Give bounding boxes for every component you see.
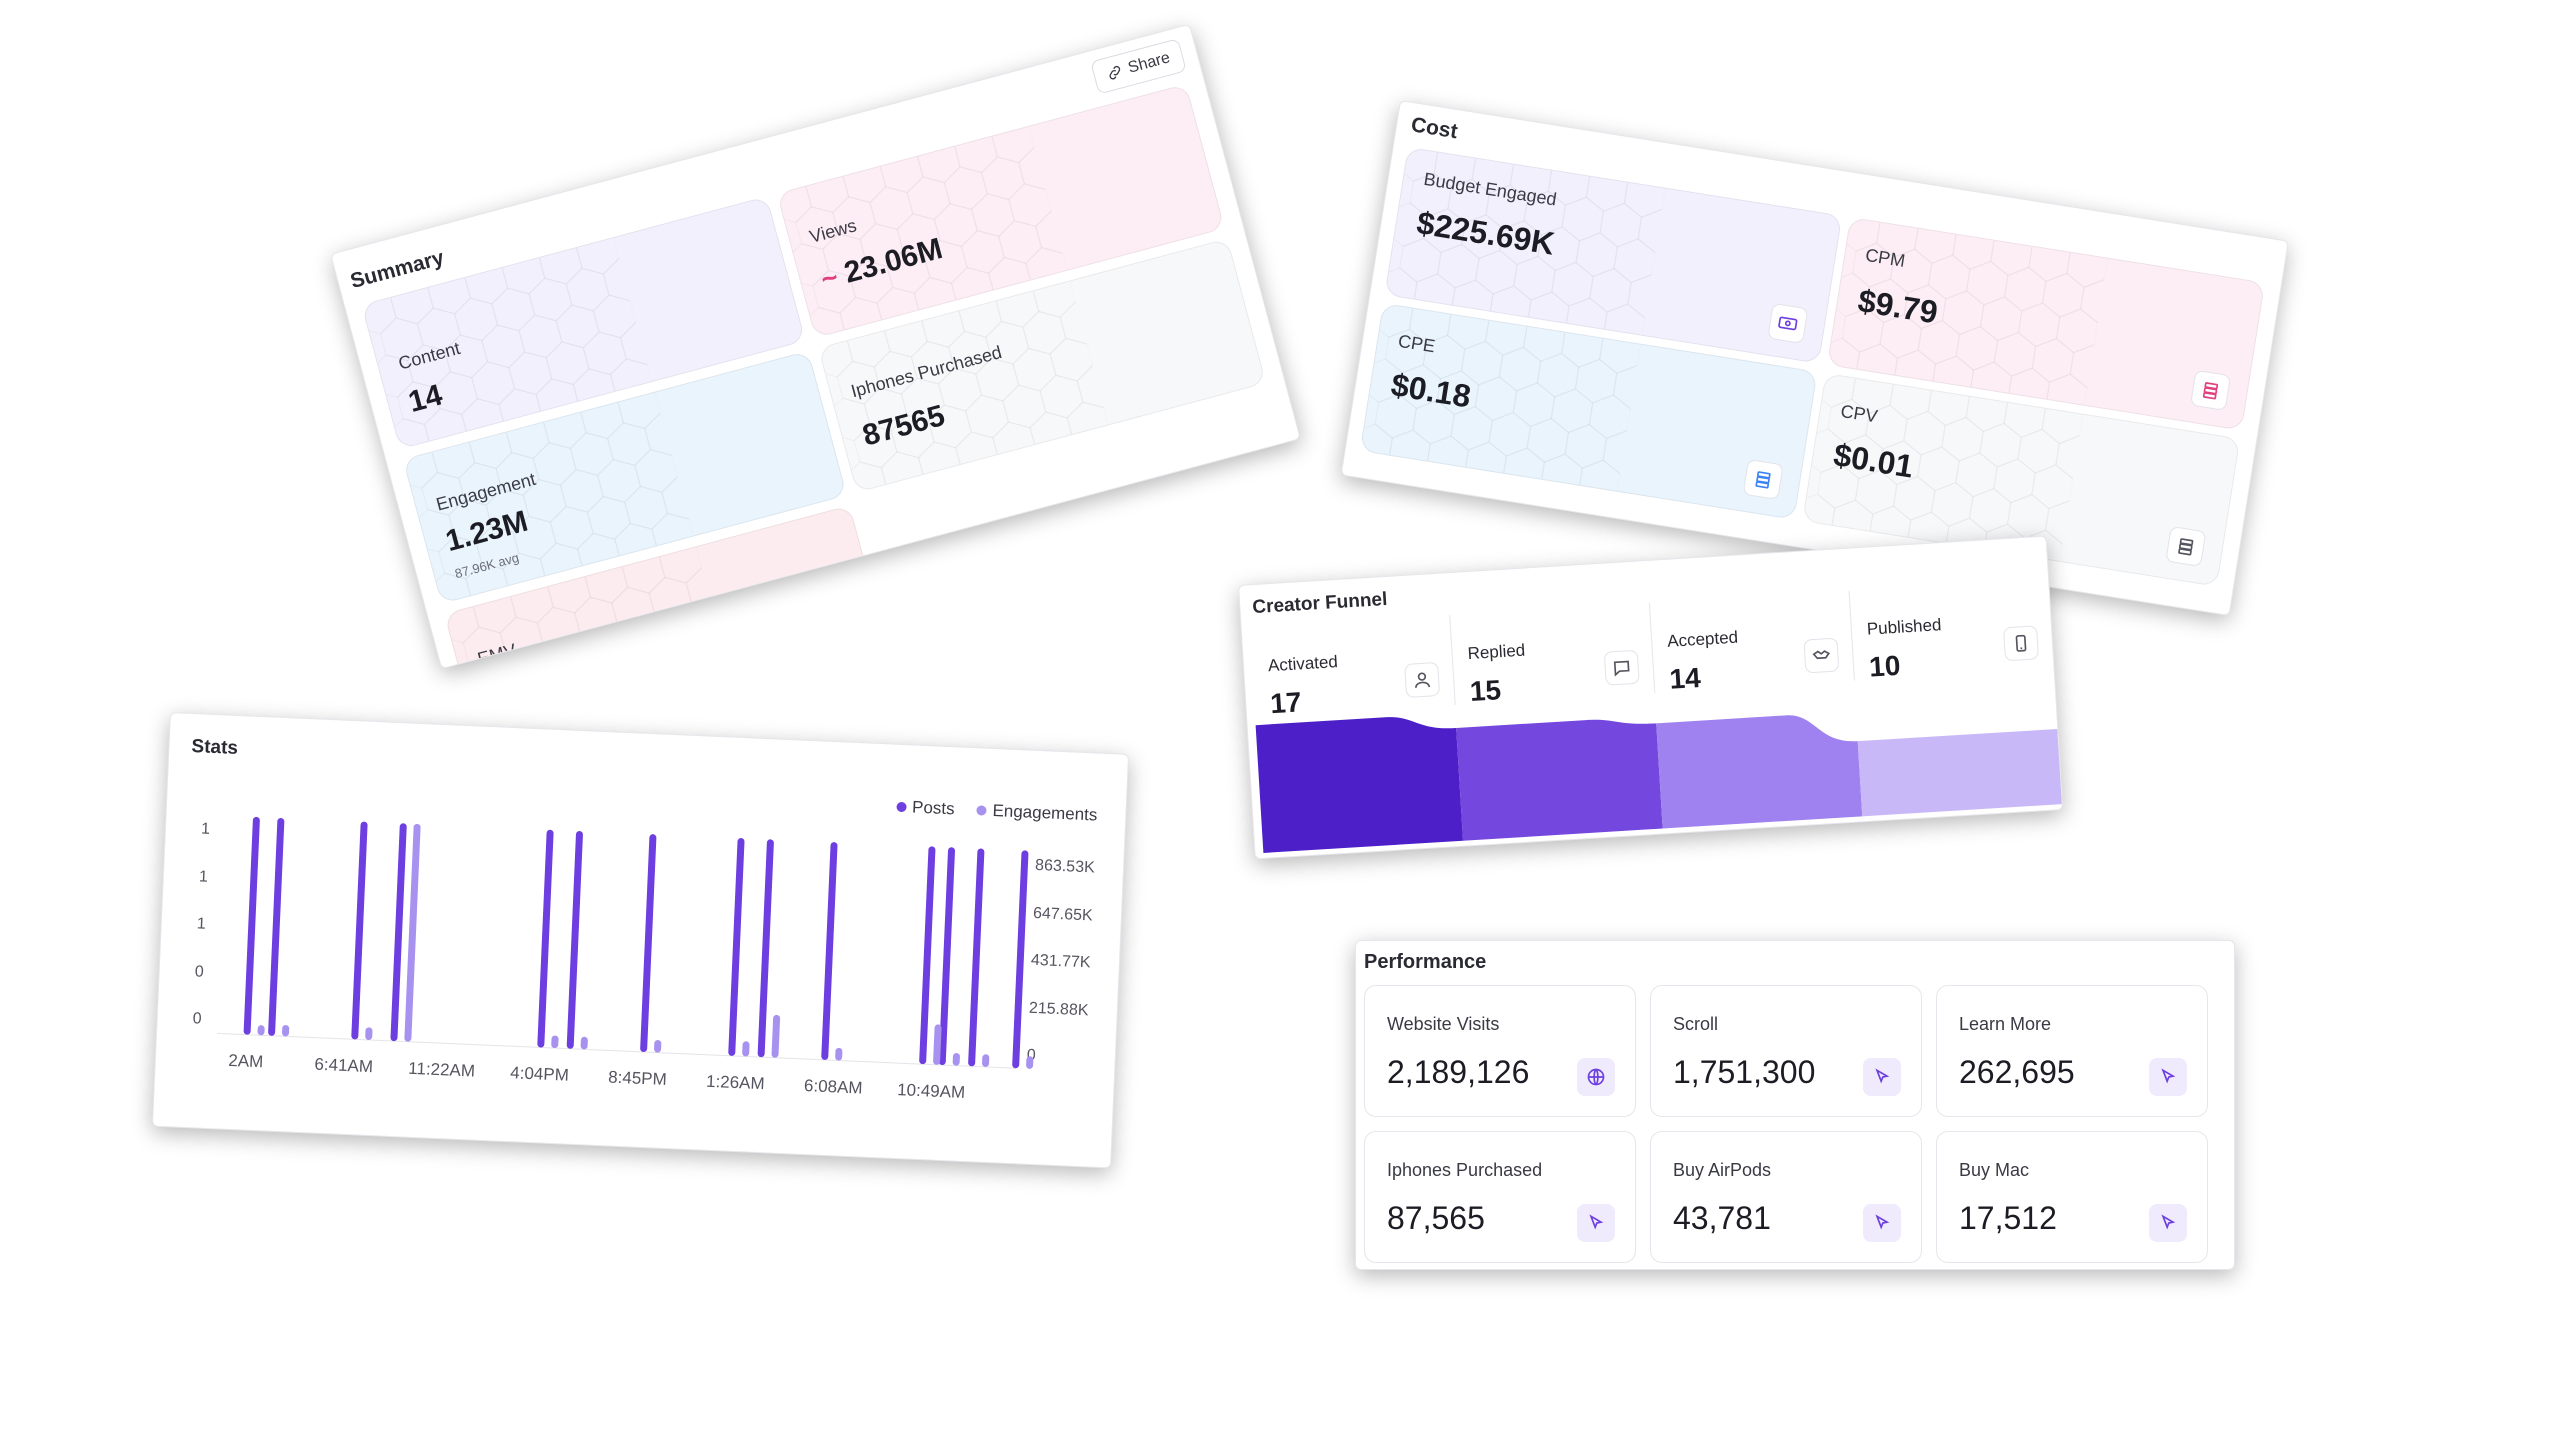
banknote-icon: [1767, 302, 1809, 345]
performance-card-scroll: Scroll 1,751,300: [1650, 985, 1922, 1117]
performance-card-value: 262,695: [1959, 1054, 2075, 1090]
funnel-stage-label: Accepted: [1666, 627, 1739, 651]
funnel-chart: [1255, 715, 2062, 853]
performance-title: Performance: [1364, 951, 1487, 973]
stacked-coins-icon: [2165, 525, 2207, 568]
cost-title: Cost: [1409, 113, 1460, 144]
performance-card-label: Scroll: [1673, 1014, 1719, 1034]
engagements-bar[interactable]: [742, 1041, 750, 1057]
posts-bar[interactable]: [1012, 850, 1029, 1069]
posts-bar[interactable]: [938, 847, 956, 1066]
funnel-stage-value: 17: [1269, 686, 1303, 720]
user-icon: [1404, 661, 1441, 698]
posts-bar[interactable]: [968, 848, 985, 1067]
cursor-icon[interactable]: [1863, 1204, 1901, 1242]
posts-bar[interactable]: [390, 823, 407, 1042]
funnel-stage-value: 14: [1668, 661, 1702, 695]
engagements-bar[interactable]: [835, 1047, 843, 1061]
share-label: Share: [1126, 49, 1172, 77]
performance-card-value: 2,189,126: [1387, 1054, 1530, 1090]
posts-bar[interactable]: [821, 842, 838, 1060]
funnel-area-accepted: [1656, 715, 1863, 829]
link-icon: [1109, 65, 1121, 80]
performance-card-website-visits: Website Visits 2,189,126: [1364, 985, 1636, 1117]
performance-card-label: Iphones Purchased: [1387, 1160, 1543, 1180]
funnel-stage-label: Replied: [1467, 640, 1526, 664]
funnel-area-activated: [1255, 717, 1464, 853]
posts-bar[interactable]: [919, 846, 936, 1065]
performance-card-value: 87,565: [1387, 1200, 1485, 1236]
funnel-stage-value: 15: [1468, 674, 1502, 708]
posts-bar[interactable]: [351, 821, 368, 1040]
posts-bar[interactable]: [640, 834, 657, 1052]
funnel-stage-published: Published 10: [1848, 579, 2062, 821]
engagements-bar[interactable]: [771, 1014, 781, 1058]
engagements-bar[interactable]: [982, 1054, 990, 1067]
posts-bar[interactable]: [268, 817, 285, 1036]
performance-card-iphones-purchased: Iphones Purchased 87,565: [1364, 1131, 1636, 1263]
performance-card-value: 43,781: [1673, 1200, 1771, 1236]
budget-tile: Budget Engaged $225.69K: [1384, 146, 1843, 364]
cursor-icon[interactable]: [1577, 1204, 1615, 1242]
chart-baseline: [217, 1032, 1017, 1069]
engagements-bar[interactable]: [404, 823, 421, 1042]
performance-card-buy-mac: Buy Mac 17,512: [1936, 1131, 2208, 1263]
performance-card-learn-more: Learn More 262,695: [1936, 985, 2208, 1117]
performance-card-label: Website Visits: [1387, 1014, 1500, 1034]
performance-card-label: Learn More: [1959, 1014, 2052, 1034]
cpe-tile: CPE $0.18: [1359, 302, 1818, 520]
stacked-coins-icon: [1742, 458, 1784, 501]
funnel-stage-activated: Activated 17: [1250, 615, 1464, 857]
engagements-bar[interactable]: [580, 1036, 588, 1050]
performance-card-value: 1,751,300: [1673, 1054, 1816, 1090]
performance-panel: Performance Website Visits 2,189,126 Scrol…: [1355, 940, 2235, 1270]
funnel-stage-replied: Replied 15: [1449, 603, 1663, 845]
cursor-icon[interactable]: [2149, 1204, 2187, 1242]
engagements-bar[interactable]: [952, 1053, 961, 1066]
performance-card-label: Buy Mac: [1959, 1160, 2030, 1180]
funnel-stage-label: Published: [1866, 615, 1942, 639]
engagements-bar[interactable]: [551, 1035, 559, 1049]
posts-bar[interactable]: [757, 839, 775, 1058]
cursor-icon[interactable]: [1863, 1058, 1901, 1096]
posts-bar[interactable]: [728, 838, 745, 1056]
funnel-area-published: [1857, 728, 2062, 817]
performance-card-buy-airpods: Buy AirPods 43,781: [1650, 1131, 1922, 1263]
share-button[interactable]: Share: [1090, 38, 1187, 95]
stats-chart: [217, 816, 1034, 1069]
posts-bar[interactable]: [566, 830, 584, 1049]
performance-card-value: 17,512: [1959, 1200, 2057, 1236]
globe-icon[interactable]: [1577, 1058, 1615, 1096]
engagements-bar[interactable]: [1026, 1056, 1034, 1069]
funnel-stage-label: Activated: [1267, 652, 1339, 676]
phone-icon: [2003, 625, 2040, 662]
cursor-icon[interactable]: [2149, 1058, 2187, 1096]
engagements-bar[interactable]: [365, 1027, 373, 1040]
posts-bar[interactable]: [243, 816, 261, 1035]
funnel-area-replied: [1456, 719, 1663, 841]
cost-panel: Cost Budget Engaged $225.69K CPM $9.79 C…: [1340, 100, 2289, 617]
cpm-tile: CPM $9.79: [1826, 216, 2266, 431]
handshake-icon: [1803, 637, 1840, 674]
funnel-stage-value: 10: [1868, 649, 1902, 683]
chat-bubble-icon: [1603, 649, 1640, 686]
funnel-stage-accepted: Accepted 14: [1649, 591, 1863, 833]
posts-bar[interactable]: [537, 829, 554, 1048]
performance-card-label: Buy AirPods: [1673, 1160, 1772, 1180]
stacked-coins-icon: [2189, 369, 2232, 411]
engagements-bar[interactable]: [654, 1039, 662, 1053]
engagements-bar[interactable]: [257, 1025, 265, 1036]
summary-panel: Summary Share Content 14 Views ~23.06M E…: [330, 23, 1301, 670]
engagements-bar[interactable]: [933, 1024, 942, 1065]
cpv-tile: CPV $0.01: [1802, 372, 2241, 587]
creator-funnel-panel: Creator Funnel Activated 17 Replied 15 Accep…: [1238, 535, 2064, 860]
engagements-bar[interactable]: [282, 1024, 290, 1037]
